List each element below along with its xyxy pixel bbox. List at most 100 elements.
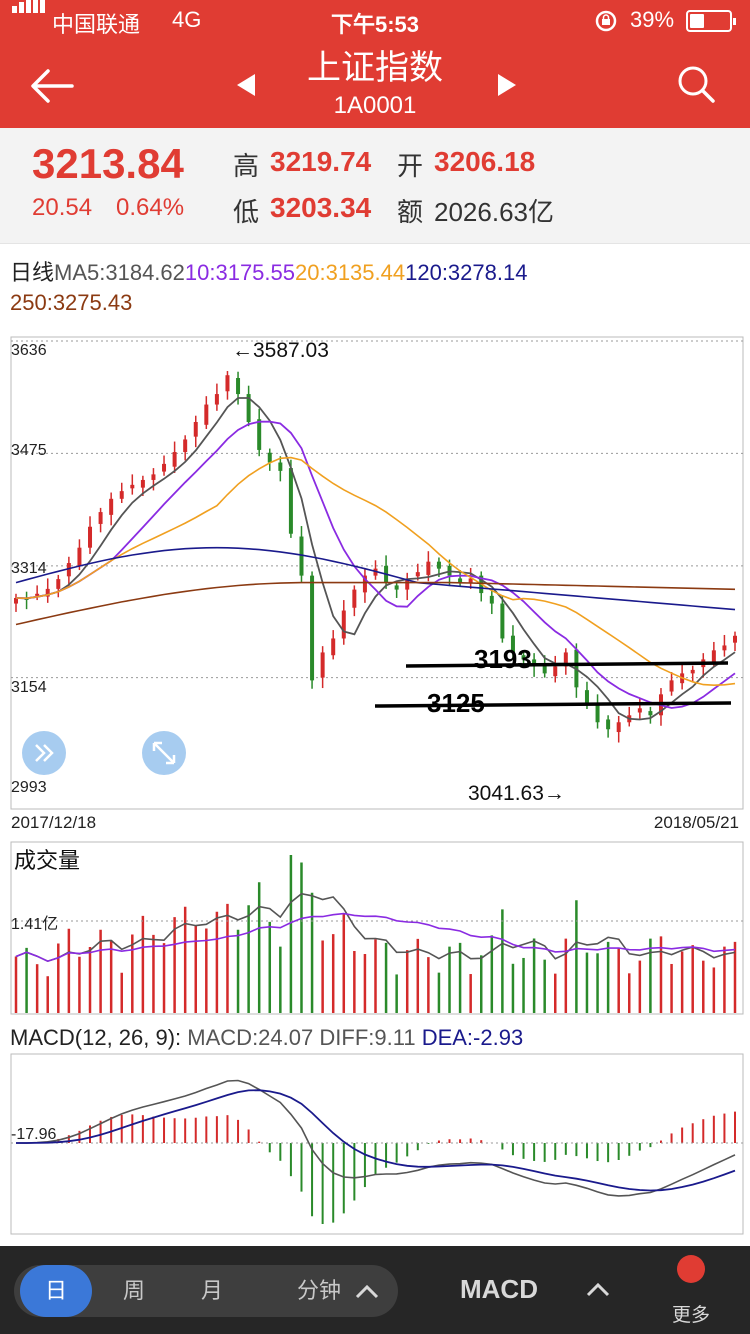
ma120-line: [15, 546, 736, 611]
battery-icon: [686, 10, 736, 32]
ma5-line: [15, 397, 736, 721]
amount-value: 2026.63亿: [434, 197, 554, 227]
tab-month[interactable]: 月: [200, 1278, 223, 1303]
macd-legend: MACD(12, 26, 9): MACD:24.07 DIFF:9.11 DE…: [10, 1025, 523, 1051]
tab-day[interactable]: 日: [20, 1265, 92, 1317]
candle: [394, 581, 399, 598]
candle: [510, 625, 515, 659]
candle: [77, 539, 82, 571]
tab-minute[interactable]: 分钟: [296, 1278, 341, 1303]
high-annotation: ←3587.03: [232, 339, 329, 362]
indicator-chevron-up-icon[interactable]: [585, 1279, 611, 1299]
drawn-level-line-3125[interactable]: [374, 701, 732, 708]
fullscreen-button[interactable]: [142, 731, 186, 775]
rotation-lock-icon: [595, 10, 617, 32]
price-change-pct: 0.64%: [116, 194, 185, 221]
candle: [733, 631, 737, 652]
level-label-3125: 3125: [427, 688, 485, 718]
price-change: 20.54: [32, 194, 93, 221]
candle: [119, 482, 124, 504]
open-value: 3206.18: [434, 146, 536, 177]
candle: [352, 585, 357, 617]
amount-label: 额: [397, 197, 424, 227]
ma20-line: [15, 456, 736, 687]
candle: [225, 371, 230, 400]
app-header: 中国联通 4G 下午5:53 39% 上证指数 1A0001: [0, 0, 750, 128]
y-label-3154: 3154: [11, 679, 47, 696]
expand-left-button[interactable]: [22, 731, 66, 775]
diff-value: DIFF:9.11: [319, 1025, 416, 1050]
y-label-2993: 2993: [11, 779, 47, 796]
candle: [606, 715, 611, 738]
candle: [88, 516, 93, 554]
candle: [193, 415, 198, 448]
candle: [595, 694, 600, 729]
date-end: 2018/05/21: [654, 813, 739, 832]
volume-ma5-line: [15, 892, 736, 963]
indicator-selector[interactable]: MACD: [460, 1274, 538, 1304]
network-text: 4G: [172, 7, 202, 32]
candle: [500, 595, 505, 643]
level-label-3193: 3193: [474, 644, 532, 674]
chart-area: 日线MA5:3184.6210:3175.5520:3135.44120:327…: [0, 245, 750, 1245]
candle: [56, 574, 61, 598]
ma120-value: 120:3278.14: [405, 260, 528, 285]
date-start: 2017/12/18: [11, 813, 96, 832]
candle: [246, 385, 251, 427]
more-badge-icon[interactable]: [677, 1255, 705, 1283]
ma10-value: 10:3175.55: [184, 260, 295, 285]
candle: [669, 671, 674, 696]
prev-stock-icon[interactable]: [233, 72, 259, 98]
macd-chart[interactable]: -17.96: [0, 1053, 750, 1237]
candle: [267, 448, 272, 471]
candle: [553, 655, 558, 683]
candle: [299, 526, 304, 582]
candle: [278, 456, 283, 482]
kline-chart[interactable]: 3193 3125 ←3587.03 3041.63→ 3636 3475 33…: [0, 335, 750, 835]
macd-frame: [10, 1053, 744, 1235]
candle: [563, 648, 568, 675]
candle: [257, 408, 262, 457]
candle: [310, 571, 315, 689]
volume-chart[interactable]: 成交量 1.41亿: [0, 841, 750, 1017]
period-tabs: 日 周 月 分钟: [14, 1265, 398, 1317]
y-label-3475: 3475: [11, 442, 47, 459]
dea-value: DEA:-2.93: [421, 1025, 524, 1050]
low-value: 3203.34: [270, 192, 372, 223]
next-stock-icon[interactable]: [494, 72, 520, 98]
candle: [14, 593, 18, 612]
more-button[interactable]: 更多: [672, 1305, 711, 1326]
search-icon[interactable]: [676, 64, 716, 104]
chevron-up-icon[interactable]: [354, 1281, 380, 1301]
candle: [331, 630, 336, 660]
low-annotation: 3041.63→: [468, 782, 565, 805]
stock-code: 1A0001: [333, 92, 417, 119]
ma10-line: [15, 420, 736, 709]
back-arrow-icon[interactable]: [28, 66, 74, 106]
bottom-bar: 日 周 月 分钟 MACD 更多: [0, 1246, 750, 1334]
candle: [98, 507, 103, 533]
drawn-level-line-3193[interactable]: [405, 661, 729, 668]
candle: [690, 665, 695, 682]
open-label: 开: [397, 151, 424, 181]
tab-week[interactable]: 周: [122, 1278, 145, 1303]
high-value: 3219.74: [270, 146, 372, 177]
candle: [66, 556, 71, 587]
candle: [320, 646, 325, 689]
dea-line: [16, 1089, 736, 1192]
last-price: 3213.84: [32, 140, 184, 187]
candle: [722, 634, 727, 657]
volume-title: 成交量: [14, 848, 80, 873]
candle: [288, 459, 293, 538]
volume-scale-label: 1.41亿: [11, 915, 58, 933]
expand-icon: [152, 741, 176, 765]
candle: [172, 441, 177, 473]
low-label: 低: [233, 197, 260, 227]
candle: [637, 697, 642, 719]
y-label-3636: 3636: [11, 342, 47, 359]
candle: [648, 706, 653, 724]
candle: [489, 589, 494, 615]
candle: [214, 383, 219, 411]
period-label: 日线: [10, 260, 55, 285]
candle: [183, 435, 188, 461]
